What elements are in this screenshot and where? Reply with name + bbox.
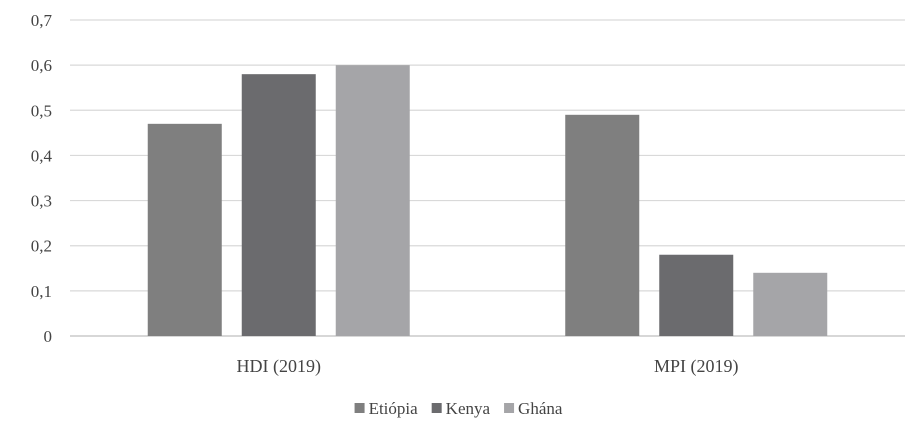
x-axis-category-labels: HDI (2019) MPI (2019) <box>237 356 739 377</box>
y-tick-label: 0,5 <box>31 101 52 120</box>
bar-1-1 <box>659 254 734 336</box>
bar-0-1 <box>241 74 316 337</box>
y-tick-label: 0,4 <box>31 146 53 165</box>
y-tick-label: 0,6 <box>31 56 52 75</box>
bar-1-0 <box>565 114 640 336</box>
legend: Etiópia Kenya Ghána <box>354 399 563 418</box>
legend-label: Kenya <box>446 399 491 418</box>
legend-item: Etiópia <box>354 399 419 418</box>
legend-item: Kenya <box>431 399 491 418</box>
legend-swatch <box>431 403 442 413</box>
bar-1-2 <box>753 272 828 336</box>
y-tick-label: 0 <box>44 327 53 346</box>
y-tick-label: 0,1 <box>31 282 52 301</box>
y-axis-tick-labels: 0 0,1 0,2 0,3 0,4 0,5 0,6 0,7 <box>31 11 53 346</box>
bars <box>147 65 828 337</box>
legend-label: Etiópia <box>369 399 419 418</box>
bar-0-2 <box>335 65 410 337</box>
bar-0-0 <box>147 123 222 336</box>
x-category-label: MPI (2019) <box>654 356 739 377</box>
x-category-label: HDI (2019) <box>237 356 321 377</box>
y-tick-label: 0,3 <box>31 192 52 211</box>
y-tick-label: 0,2 <box>31 237 52 256</box>
legend-item: Ghána <box>504 399 563 418</box>
legend-swatch <box>504 403 515 413</box>
legend-label: Ghána <box>518 399 563 418</box>
legend-swatch <box>354 403 365 413</box>
y-tick-label: 0,7 <box>31 11 53 30</box>
